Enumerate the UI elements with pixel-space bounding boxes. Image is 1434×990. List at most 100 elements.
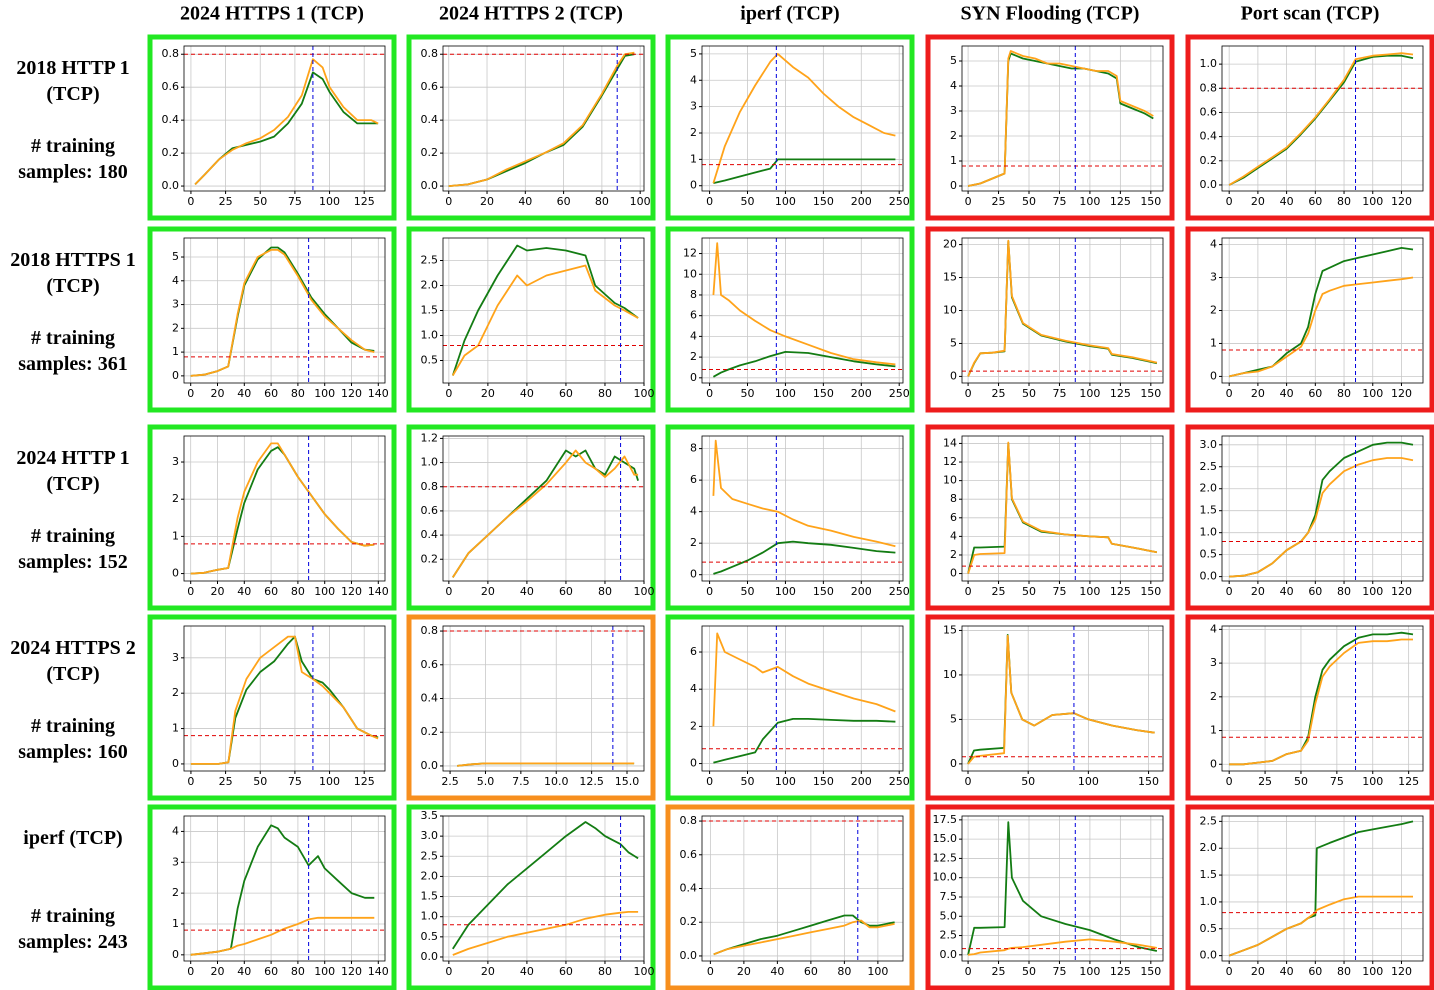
x-tick-label: 125	[1110, 387, 1131, 400]
x-tick-label: 20	[1251, 585, 1265, 598]
chart-frame	[1185, 614, 1434, 801]
y-tick-label: 0.5	[1200, 922, 1218, 935]
y-tick-label: 1	[172, 917, 179, 930]
y-tick-label: 1.5	[1200, 868, 1218, 881]
x-tick-label: 50	[1022, 965, 1036, 978]
x-tick-label: 25	[992, 195, 1006, 208]
chart-frame	[147, 614, 397, 801]
y-tick-label: 3.0	[1200, 438, 1218, 451]
x-tick-label: 20	[481, 965, 495, 978]
x-tick-label: 150	[1140, 387, 1161, 400]
y-tick-label: 0.6	[1200, 105, 1218, 118]
x-tick-label: 0	[1226, 965, 1233, 978]
x-tick-label: 125	[1110, 585, 1131, 598]
y-tick-label: 2.0	[421, 869, 439, 882]
plot-area	[443, 816, 644, 961]
y-tick-label: 12	[683, 247, 697, 260]
y-tick-label: 4	[172, 824, 179, 837]
plot-area	[1222, 816, 1423, 961]
x-tick-label: 100	[775, 387, 796, 400]
y-tick-label: 1.0	[1200, 526, 1218, 539]
y-tick-label: 0.2	[1200, 154, 1218, 167]
y-tick-label: 1	[1210, 336, 1217, 349]
y-tick-label: 3	[172, 455, 179, 468]
y-tick-label: 3.5	[421, 809, 439, 822]
chart-frame	[665, 424, 915, 611]
y-tick-label: 2	[690, 719, 697, 732]
y-tick-label: 0.0	[940, 948, 958, 961]
x-tick-label: 0	[1226, 585, 1233, 598]
series-line	[194, 58, 379, 186]
plot-area	[702, 46, 903, 191]
y-tick-label: 2.5	[1200, 814, 1218, 827]
y-tick-label: 0.0	[421, 950, 439, 963]
x-tick-label: 0	[445, 585, 452, 598]
plot-area	[443, 436, 644, 581]
plot-area	[443, 46, 644, 191]
y-tick-label: 1.5	[1200, 504, 1218, 517]
y-tick-label: 2	[172, 886, 179, 899]
x-tick-label: 0	[445, 387, 452, 400]
x-tick-label: 40	[237, 585, 251, 598]
chart-frame	[1185, 226, 1434, 413]
x-tick-label: 140	[368, 387, 389, 400]
chart-frame	[406, 614, 656, 801]
x-tick-label: 100	[1079, 387, 1100, 400]
x-tick-label: 100	[775, 585, 796, 598]
series-line	[713, 919, 895, 956]
y-tick-label: 2	[690, 126, 697, 139]
series-line	[448, 51, 635, 187]
x-tick-label: 100	[634, 965, 655, 978]
x-tick-label: 50	[1022, 585, 1036, 598]
row-label: iperf (TCP)	[23, 827, 123, 849]
x-tick-label: 50	[741, 775, 755, 788]
x-tick-label: 80	[1337, 195, 1351, 208]
y-tick-label: 2.0	[1200, 841, 1218, 854]
x-tick-label: 0	[187, 387, 194, 400]
plot-border	[701, 815, 904, 962]
x-tick-label: 80	[598, 965, 612, 978]
x-tick-label: 100	[775, 195, 796, 208]
x-tick-label: 0	[445, 195, 452, 208]
series-line	[190, 916, 375, 956]
y-tick-label: 0.4	[680, 882, 698, 895]
x-tick-label: 140	[368, 585, 389, 598]
x-tick-label: 150	[1138, 775, 1159, 788]
column-header: 2024 HTTPS 2 (TCP)	[439, 3, 623, 25]
plot-border	[961, 237, 1164, 384]
plot-area	[702, 626, 903, 771]
series-line	[190, 442, 375, 575]
y-tick-label: 0.5	[421, 930, 439, 943]
y-tick-label: 0	[690, 179, 697, 192]
y-tick-label: 0	[950, 757, 957, 770]
plot-border	[1221, 237, 1424, 384]
row-label: 2024 HTTPS 2 (TCP)	[10, 637, 136, 685]
x-tick-label: 200	[851, 387, 872, 400]
y-tick-label: 2	[172, 492, 179, 505]
series-line	[1228, 52, 1414, 186]
x-tick-label: 60	[1308, 965, 1322, 978]
x-tick-label: 100	[1362, 585, 1383, 598]
x-tick-label: 80	[598, 585, 612, 598]
y-tick-label: 6	[690, 473, 697, 486]
row-label: 2024 HTTP 1 (TCP)	[16, 447, 130, 495]
x-tick-label: 100	[314, 585, 335, 598]
chart-frame	[406, 226, 656, 413]
y-tick-label: 5	[950, 712, 957, 725]
y-tick-label: 2.5	[1200, 460, 1218, 473]
x-tick-label: 0	[1226, 195, 1233, 208]
plot-border	[183, 815, 386, 962]
y-tick-label: 0.4	[1200, 130, 1218, 143]
x-tick-label: 50	[741, 195, 755, 208]
y-tick-label: 0	[1210, 369, 1217, 382]
series-line	[713, 158, 896, 184]
series-line	[967, 441, 1158, 574]
y-tick-label: 5	[690, 47, 697, 60]
y-tick-label: 6	[690, 645, 697, 658]
x-tick-label: 75	[1052, 965, 1066, 978]
x-tick-label: 50	[1022, 195, 1036, 208]
column-header: 2024 HTTPS 1 (TCP)	[180, 3, 364, 25]
chart-frame	[406, 804, 656, 990]
y-tick-label: 3	[1210, 656, 1217, 669]
